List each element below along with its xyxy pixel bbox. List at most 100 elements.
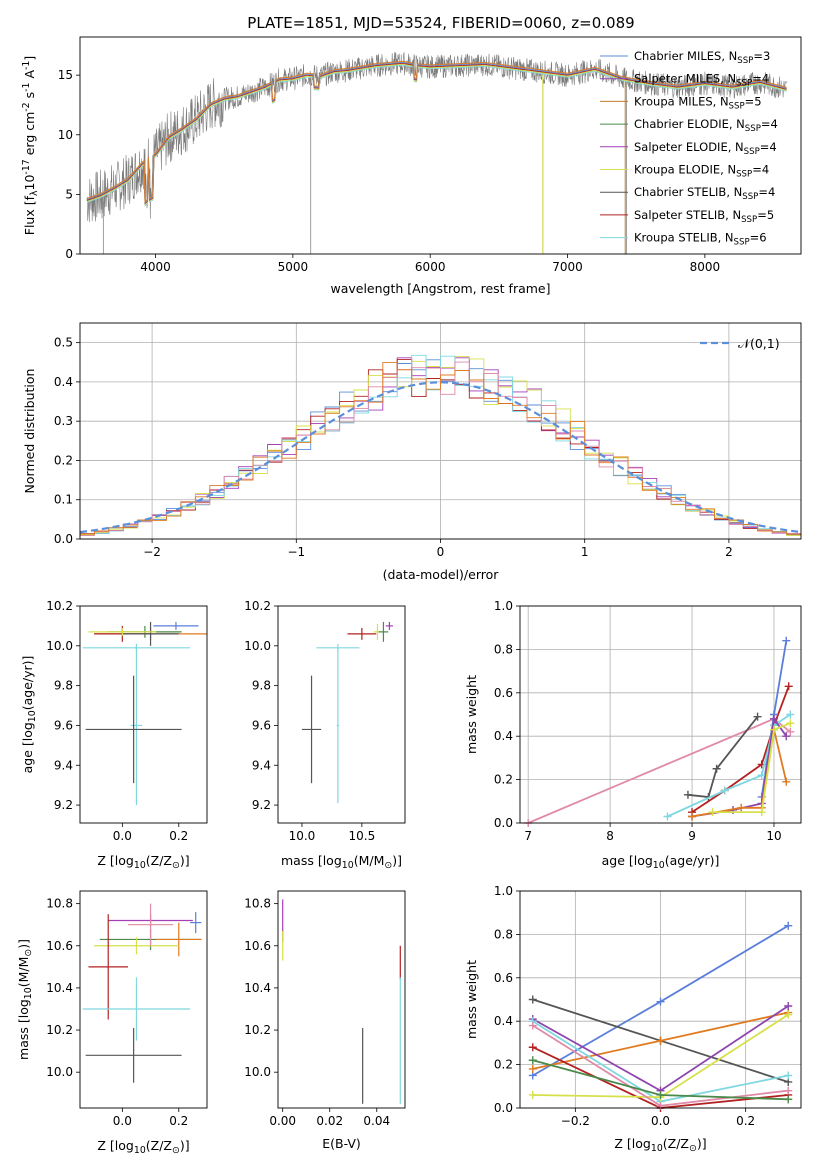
- axes-frame: [519, 605, 802, 824]
- y-tick-label: 10.0: [244, 639, 271, 653]
- y-tick-label: 10: [58, 128, 73, 142]
- y-tick-label: 9.6: [54, 718, 73, 732]
- data-marker: [683, 790, 692, 799]
- x-tick-label: 0.00: [269, 1114, 296, 1128]
- y-tick-label: 0.8: [494, 642, 513, 656]
- y-tick-label: 10.4: [46, 981, 73, 995]
- data-point: [127, 903, 174, 946]
- model-fit-line: [86, 64, 787, 207]
- x-axis-label: Z [log10​(Z/Z⊙​)]: [97, 1138, 189, 1156]
- data-marker: [708, 808, 717, 817]
- y-tick-label: 0.6: [494, 686, 513, 700]
- data-point: [85, 675, 182, 784]
- data-point: [82, 977, 191, 1041]
- data-marker: [784, 682, 793, 691]
- x-tick-label: 0.2: [169, 1114, 188, 1128]
- model-fit-line: [86, 61, 787, 204]
- y-tick-label: 0.1: [54, 493, 73, 507]
- y-tick-label: 10.6: [46, 939, 73, 953]
- x-tick-label: 10.0: [289, 829, 316, 843]
- data-point: [156, 922, 202, 957]
- data-marker: [656, 997, 665, 1006]
- y-axis-label: mass weight: [464, 675, 479, 754]
- x-axis-label: E(B-V): [322, 1136, 361, 1151]
- data-point: [122, 621, 179, 646]
- y-tick-label: 0.0: [494, 1101, 513, 1115]
- y-tick-label: 0.2: [54, 453, 73, 467]
- data-marker: [688, 812, 697, 821]
- legend-label: Chabrier ELODIE, NSSP​=4: [634, 117, 778, 134]
- y-tick-label: 0.6: [494, 971, 513, 985]
- x-tick-label: 8000: [690, 260, 721, 274]
- data-point: [153, 621, 199, 630]
- x-tick-label: −2: [143, 545, 161, 559]
- figure-title: PLATE=1851, MJD=53524, FIBERID=0060, z=0…: [247, 14, 634, 32]
- y-tick-label: 0.2: [494, 1058, 513, 1072]
- legend-label: 𝒩(0,1): [738, 336, 780, 351]
- y-axis-label: mass [log10​(M/M⊙​)]: [16, 939, 34, 1060]
- y-tick-label: 0: [65, 247, 73, 261]
- y-tick-label: 1.0: [494, 884, 513, 898]
- y-tick-label: 0.4: [54, 375, 73, 389]
- x-axis-label: wavelength [Angstrom, rest frame]: [330, 281, 550, 296]
- data-point: [85, 1027, 182, 1083]
- data-marker: [656, 1101, 665, 1110]
- x-tick-label: 7: [524, 829, 532, 843]
- x-tick-label: 0.0: [651, 1114, 670, 1128]
- data-marker: [782, 636, 791, 645]
- x-tick-label: 0: [437, 545, 445, 559]
- x-tick-label: 10.5: [349, 829, 376, 843]
- x-axis-label: Z [log10​(Z/Z⊙​)]: [97, 853, 189, 871]
- y-axis-label: mass weight: [464, 960, 479, 1039]
- data-marker: [737, 803, 746, 812]
- legend-label: Kroupa STELIB, NSSP​=6: [634, 231, 767, 248]
- model-fit-line: [86, 62, 787, 205]
- x-tick-label: 7000: [552, 260, 583, 274]
- data-marker: [656, 1090, 665, 1099]
- legend-label: Chabrier MILES, NSSP​=3: [634, 49, 770, 66]
- y-tick-label: 10.0: [244, 1065, 271, 1079]
- data-marker: [786, 727, 795, 736]
- axes-frame: [79, 890, 208, 1109]
- y-tick-label: 0.3: [54, 414, 73, 428]
- y-tick-label: 9.4: [54, 758, 73, 772]
- data-marker: [712, 764, 721, 773]
- y-axis-label: Normed distribution: [22, 369, 37, 494]
- axes-frame: [519, 890, 802, 1109]
- y-tick-label: 10.8: [244, 897, 271, 911]
- y-tick-label: 10.2: [46, 1023, 73, 1037]
- x-tick-label: 0.0: [113, 829, 132, 843]
- data-point: [88, 914, 128, 1020]
- data-point: [347, 627, 377, 640]
- y-tick-label: 9.6: [252, 718, 271, 732]
- y-tick-label: 1.0: [494, 599, 513, 613]
- x-tick-label: 4000: [140, 260, 171, 274]
- data-point: [130, 645, 143, 806]
- y-tick-label: 0.4: [494, 1014, 513, 1028]
- data-marker: [753, 712, 762, 721]
- data-marker: [784, 1071, 793, 1080]
- y-tick-label: 0.5: [54, 336, 73, 350]
- data-marker: [528, 995, 537, 1004]
- y-tick-label: 0.0: [54, 532, 73, 546]
- y-tick-label: 10.0: [46, 1065, 73, 1079]
- axes-frame: [79, 322, 802, 540]
- data-marker: [786, 710, 795, 719]
- legend-label: Salpeter MILES, NSSP​=4: [634, 72, 769, 89]
- data-point: [88, 627, 157, 636]
- legend-label: Kroupa MILES, NSSP​=5: [634, 94, 762, 111]
- series-line: [712, 722, 791, 813]
- x-tick-label: 0.02: [316, 1114, 343, 1128]
- x-tick-label: 1: [581, 545, 589, 559]
- y-tick-label: 10.6: [244, 939, 271, 953]
- data-marker: [782, 777, 791, 786]
- y-tick-label: 10.2: [244, 599, 271, 613]
- axes-frame: [79, 36, 802, 255]
- x-tick-label: 0.2: [169, 829, 188, 843]
- x-tick-label: 0.0: [113, 1114, 132, 1128]
- data-marker: [663, 812, 672, 821]
- y-tick-label: 5: [65, 187, 73, 201]
- y-tick-label: 10.4: [244, 981, 271, 995]
- y-tick-label: 9.2: [54, 798, 73, 812]
